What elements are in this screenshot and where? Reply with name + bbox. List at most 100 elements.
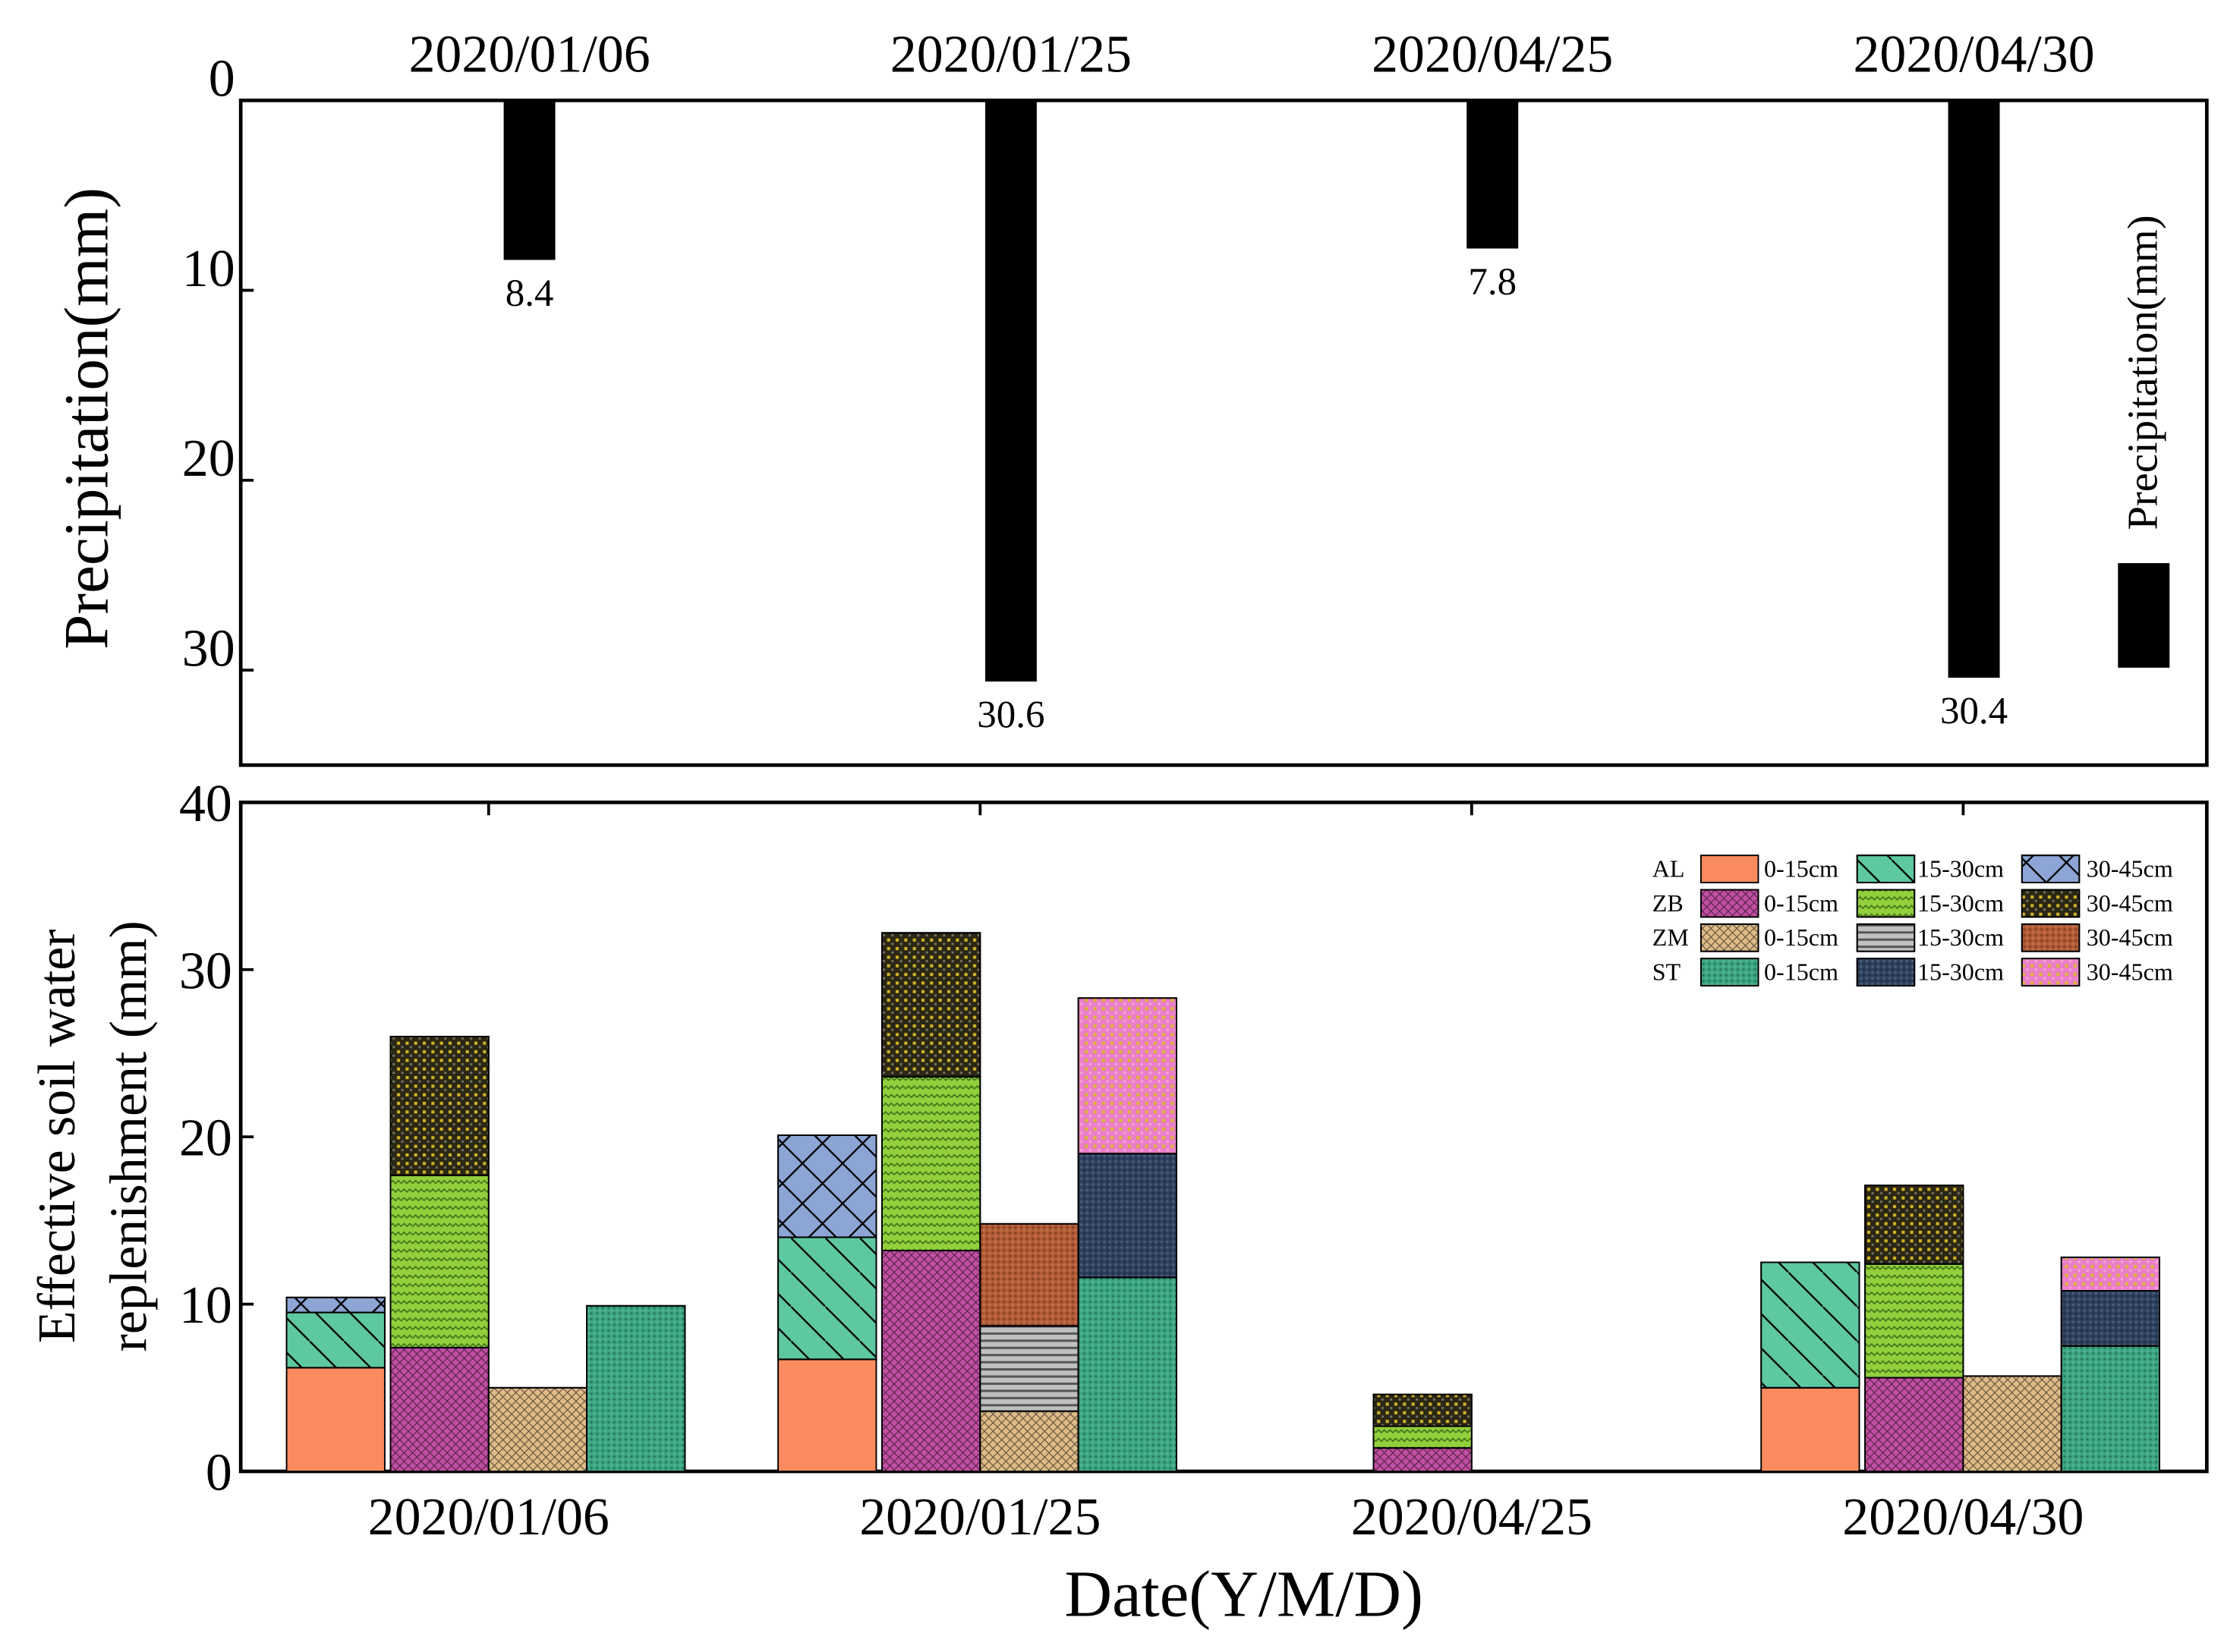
soil-y-axis-title-line-2: replenishment (mm) <box>100 920 159 1351</box>
legend-swatch-st-15-30cm-pattern <box>1856 958 1916 986</box>
soil-y-tick-label: 40 <box>179 775 232 833</box>
soil-x-tick-label: 2020/01/25 <box>859 1488 1101 1547</box>
soil-bar-2020-01-06-al-0-15cm <box>285 1367 386 1472</box>
precip-y-tick-label: 10 <box>182 240 235 298</box>
soil-bar-2020-01-25-st-30-45cm-pattern <box>1077 997 1177 1155</box>
soil-x-axis-title: Date(Y/M/D) <box>1064 1558 1423 1631</box>
precip-value-label: 8.4 <box>506 272 554 315</box>
soil-x-ticks <box>487 802 1965 816</box>
legend-label-al-0-15cm: 0-15cm <box>1764 855 1838 883</box>
soil-bar-2020-04-30-st-15-30cm-pattern <box>2060 1290 2160 1347</box>
soil-stacked-bars <box>285 932 2160 1472</box>
precip-bar-2020-04-25 <box>1466 100 1519 249</box>
soil-bar-2020-01-25-zb-15-30cm-pattern <box>881 1075 981 1251</box>
precip-bar-2020-01-06 <box>503 100 556 260</box>
legend-label-zm-30-45cm: 30-45cm <box>2087 924 2173 951</box>
precip-bars: 8.4 30.6 7.8 30.4 <box>503 100 2008 737</box>
soil-bar-2020-01-06-zb-0-15cm-pattern <box>389 1346 490 1472</box>
soil-bar-2020-01-25-al-15-30cm-pattern <box>777 1236 877 1361</box>
soil-x-tick-label: 2020/04/25 <box>1351 1488 1592 1547</box>
soil-bar-2020-01-25-zb-30-45cm-pattern <box>881 932 981 1078</box>
precip-x-tick-label: 2020/04/30 <box>1853 26 2094 84</box>
soil-bar-2020-01-25-zm-15-30cm-pattern <box>979 1325 1079 1412</box>
precip-legend-label: Precipitation(mm) <box>2119 215 2166 530</box>
legend-group-label-zb: ZB <box>1652 889 1684 917</box>
legend-swatch-zb-15-30cm-pattern <box>1856 889 1916 918</box>
legend-swatch-st-0-15cm-pattern <box>1700 958 1759 986</box>
precip-legend-swatch <box>2118 563 2170 668</box>
legend-swatch-zm-30-45cm-pattern <box>2021 923 2081 952</box>
legend-swatch-zm-15-30cm-pattern <box>1856 923 1916 952</box>
legend-swatch-al-15-30cm-pattern <box>1856 854 1916 884</box>
soil-bar-2020-01-25-zb-0-15cm-pattern <box>881 1250 981 1472</box>
precip-x-ticks <box>528 100 1976 114</box>
soil-bar-2020-01-06-zm-0-15cm-pattern <box>487 1386 588 1472</box>
legend-group-label-zm: ZM <box>1652 924 1689 951</box>
precip-bar-2020-04-30 <box>1948 100 2000 678</box>
soil-bar-2020-04-25-zb-15-30cm-pattern <box>1372 1425 1473 1449</box>
soil-bar-2020-01-06-al-30-45cm-pattern <box>285 1296 386 1314</box>
soil-x-tick-label: 2020/01/06 <box>368 1488 610 1547</box>
soil-y-tick-label: 10 <box>179 1276 232 1335</box>
soil-legend: AL 0-15cm 15-30cm 30-45cm ZB 0-15cm 15-30cm 30-… <box>1652 854 2173 986</box>
soil-bar-2020-04-25-zb-0-15cm-pattern <box>1372 1447 1473 1472</box>
precip-value-label: 7.8 <box>1468 261 1517 304</box>
soil-water-chart: 0 10 20 30 40 2020/01/06 2020/01/25 2020/04/25… <box>28 775 2209 1631</box>
legend-label-zb-30-45cm: 30-45cm <box>2087 889 2173 917</box>
soil-bar-2020-01-25-al-30-45cm-pattern <box>777 1134 877 1238</box>
legend-label-al-30-45cm: 30-45cm <box>2087 855 2173 883</box>
legend-swatch-st-30-45cm-pattern <box>2021 958 2081 986</box>
legend-swatch-zb-30-45cm-pattern <box>2021 889 2081 918</box>
precip-x-tick-label: 2020/04/25 <box>1372 26 1613 84</box>
precip-y-tick-label: 20 <box>182 430 235 488</box>
legend-swatch-al-30-45cm-pattern <box>2021 854 2081 884</box>
soil-bar-2020-01-25-st-15-30cm-pattern <box>1077 1153 1177 1279</box>
soil-bar-2020-01-06-al-15-30cm-pattern <box>285 1311 386 1369</box>
soil-bar-2020-01-06-zb-15-30cm-pattern <box>389 1174 490 1348</box>
soil-bar-2020-04-30-zb-30-45cm-pattern <box>1864 1185 1964 1265</box>
legend-label-st-15-30cm: 15-30cm <box>1917 958 2004 985</box>
soil-bar-2020-01-25-al-0-15cm <box>777 1358 877 1472</box>
soil-bar-2020-04-30-zm-0-15cm-pattern <box>1962 1375 2062 1472</box>
soil-y-axis-title-line-1: Effective soil water <box>28 929 87 1343</box>
soil-y-tick-label: 0 <box>206 1444 232 1503</box>
soil-bar-2020-01-06-st-0-15cm-pattern <box>586 1304 686 1472</box>
precip-value-label: 30.6 <box>977 694 1044 737</box>
legend-label-st-0-15cm: 0-15cm <box>1764 958 1838 985</box>
legend-swatch-zb-0-15cm-pattern <box>1700 889 1759 918</box>
soil-bar-2020-04-30-st-0-15cm-pattern <box>2060 1345 2160 1472</box>
precip-y-tick-label: 0 <box>209 50 235 109</box>
precip-value-label: 30.4 <box>1940 691 2008 733</box>
soil-bar-2020-04-25-zb-30-45cm-pattern <box>1372 1393 1473 1427</box>
soil-bar-2020-04-30-zb-15-30cm-pattern <box>1864 1263 1964 1379</box>
precip-x-tick-labels: 2020/01/06 2020/01/25 2020/04/25 2020/04/30 <box>408 26 2094 84</box>
soil-y-tick-label: 30 <box>179 942 232 1000</box>
legend-swatch-al-0-15cm <box>1700 854 1759 884</box>
precip-x-tick-label: 2020/01/06 <box>408 26 650 84</box>
precip-x-tick-label: 2020/01/25 <box>890 26 1132 84</box>
legend-label-st-30-45cm: 30-45cm <box>2087 958 2173 985</box>
precip-legend: Precipitation(mm) <box>2118 215 2170 668</box>
soil-bar-2020-01-25-st-0-15cm-pattern <box>1077 1276 1177 1472</box>
soil-bar-2020-01-06-zb-30-45cm-pattern <box>389 1035 490 1176</box>
precip-bar-2020-01-25 <box>984 100 1037 682</box>
legend-label-zm-15-30cm: 15-30cm <box>1917 924 2004 951</box>
legend-label-al-15-30cm: 15-30cm <box>1917 855 2004 883</box>
soil-x-tick-label: 2020/04/30 <box>1842 1488 2084 1547</box>
precip-y-axis: 0 10 20 30 <box>182 50 254 678</box>
soil-bar-2020-04-30-al-0-15cm <box>1760 1386 1860 1472</box>
soil-bar-2020-04-30-st-30-45cm-pattern <box>2060 1256 2160 1292</box>
precip-y-axis-title: Precipitation(mm) <box>52 187 121 650</box>
soil-bar-2020-04-30-al-15-30cm-pattern <box>1760 1261 1860 1389</box>
legend-label-zb-15-30cm: 15-30cm <box>1917 889 2004 917</box>
soil-y-tick-label: 20 <box>179 1109 232 1168</box>
precip-plot-frame <box>238 98 2209 767</box>
legend-label-zm-0-15cm: 0-15cm <box>1764 924 1838 951</box>
legend-group-label-st: ST <box>1652 958 1681 985</box>
legend-label-zb-0-15cm: 0-15cm <box>1764 889 1838 917</box>
precip-y-tick-label: 30 <box>182 619 235 678</box>
soil-x-tick-labels: 2020/01/06 2020/01/25 2020/04/25 2020/04/30 <box>368 1488 2084 1547</box>
soil-y-axis-title: Effective soil water replenishment (mm) <box>28 920 158 1351</box>
